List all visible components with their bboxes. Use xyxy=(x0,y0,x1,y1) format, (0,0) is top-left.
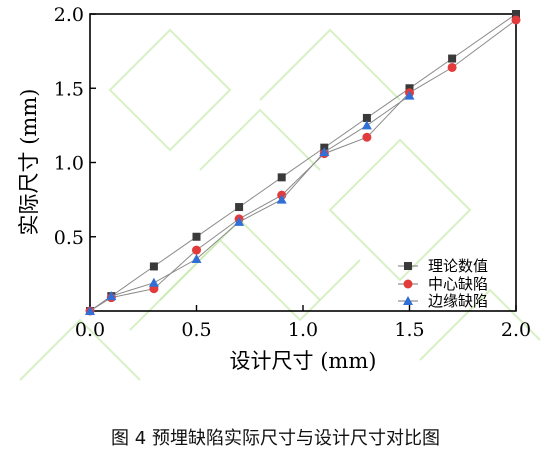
data-point xyxy=(191,254,202,264)
series-2 xyxy=(85,90,415,315)
x-tick-label: 2.0 xyxy=(501,319,531,341)
x-tick-label: 1.0 xyxy=(288,319,318,341)
y-tick-label: 1.5 xyxy=(54,78,84,100)
y-tick-label: 2.0 xyxy=(54,4,84,26)
y-axis-label: 实际尺寸 (mm) xyxy=(17,89,41,236)
legend-label-0: 理论数值 xyxy=(428,257,488,275)
data-point xyxy=(276,194,287,204)
data-point xyxy=(319,147,330,157)
data-point xyxy=(192,245,201,255)
y-tick-label: 1.0 xyxy=(54,153,84,175)
legend-marker-triangle xyxy=(403,296,413,305)
data-point xyxy=(511,15,521,25)
legend-marker-square xyxy=(404,262,412,270)
legend-label-2: 边缘缺陷 xyxy=(428,292,488,310)
watermark xyxy=(19,28,541,381)
data-point xyxy=(149,262,158,271)
data-point xyxy=(361,120,372,130)
data-point xyxy=(362,113,371,122)
chart: 0.0 0.5 1.0 1.5 2.0 0.5 1.0 1.5 2.0 理论数值 中心缺陷 边缘… xyxy=(17,4,541,381)
y-tick-label: 0.5 xyxy=(54,227,84,249)
data-point xyxy=(362,132,372,142)
data-point xyxy=(106,291,117,301)
data-point xyxy=(277,173,286,182)
legend-marker-circle xyxy=(403,279,413,289)
x-tick-label: 0.0 xyxy=(75,319,105,341)
data-point xyxy=(235,203,244,212)
axes: 0.0 0.5 1.0 1.5 2.0 0.5 1.0 1.5 2.0 xyxy=(54,4,531,341)
figure-caption: 图 4 预埋缺陷实际尺寸与设计尺寸对比图 xyxy=(111,428,440,449)
data-point xyxy=(404,90,415,100)
data-point xyxy=(234,216,245,226)
legend-label-1: 中心缺陷 xyxy=(428,275,488,293)
data-point xyxy=(448,54,457,63)
x-tick-label: 1.5 xyxy=(394,319,424,341)
legend: 理论数值 中心缺陷 边缘缺陷 xyxy=(398,257,488,310)
series-line xyxy=(89,95,410,312)
data-point xyxy=(192,232,201,241)
x-axis-label: 设计尺寸 (mm) xyxy=(230,349,377,373)
data-point xyxy=(85,306,95,315)
x-tick-label: 0.5 xyxy=(181,319,211,341)
series-layer xyxy=(85,10,521,316)
data-point xyxy=(447,62,457,72)
data-point xyxy=(148,277,159,287)
data-point xyxy=(512,10,520,18)
